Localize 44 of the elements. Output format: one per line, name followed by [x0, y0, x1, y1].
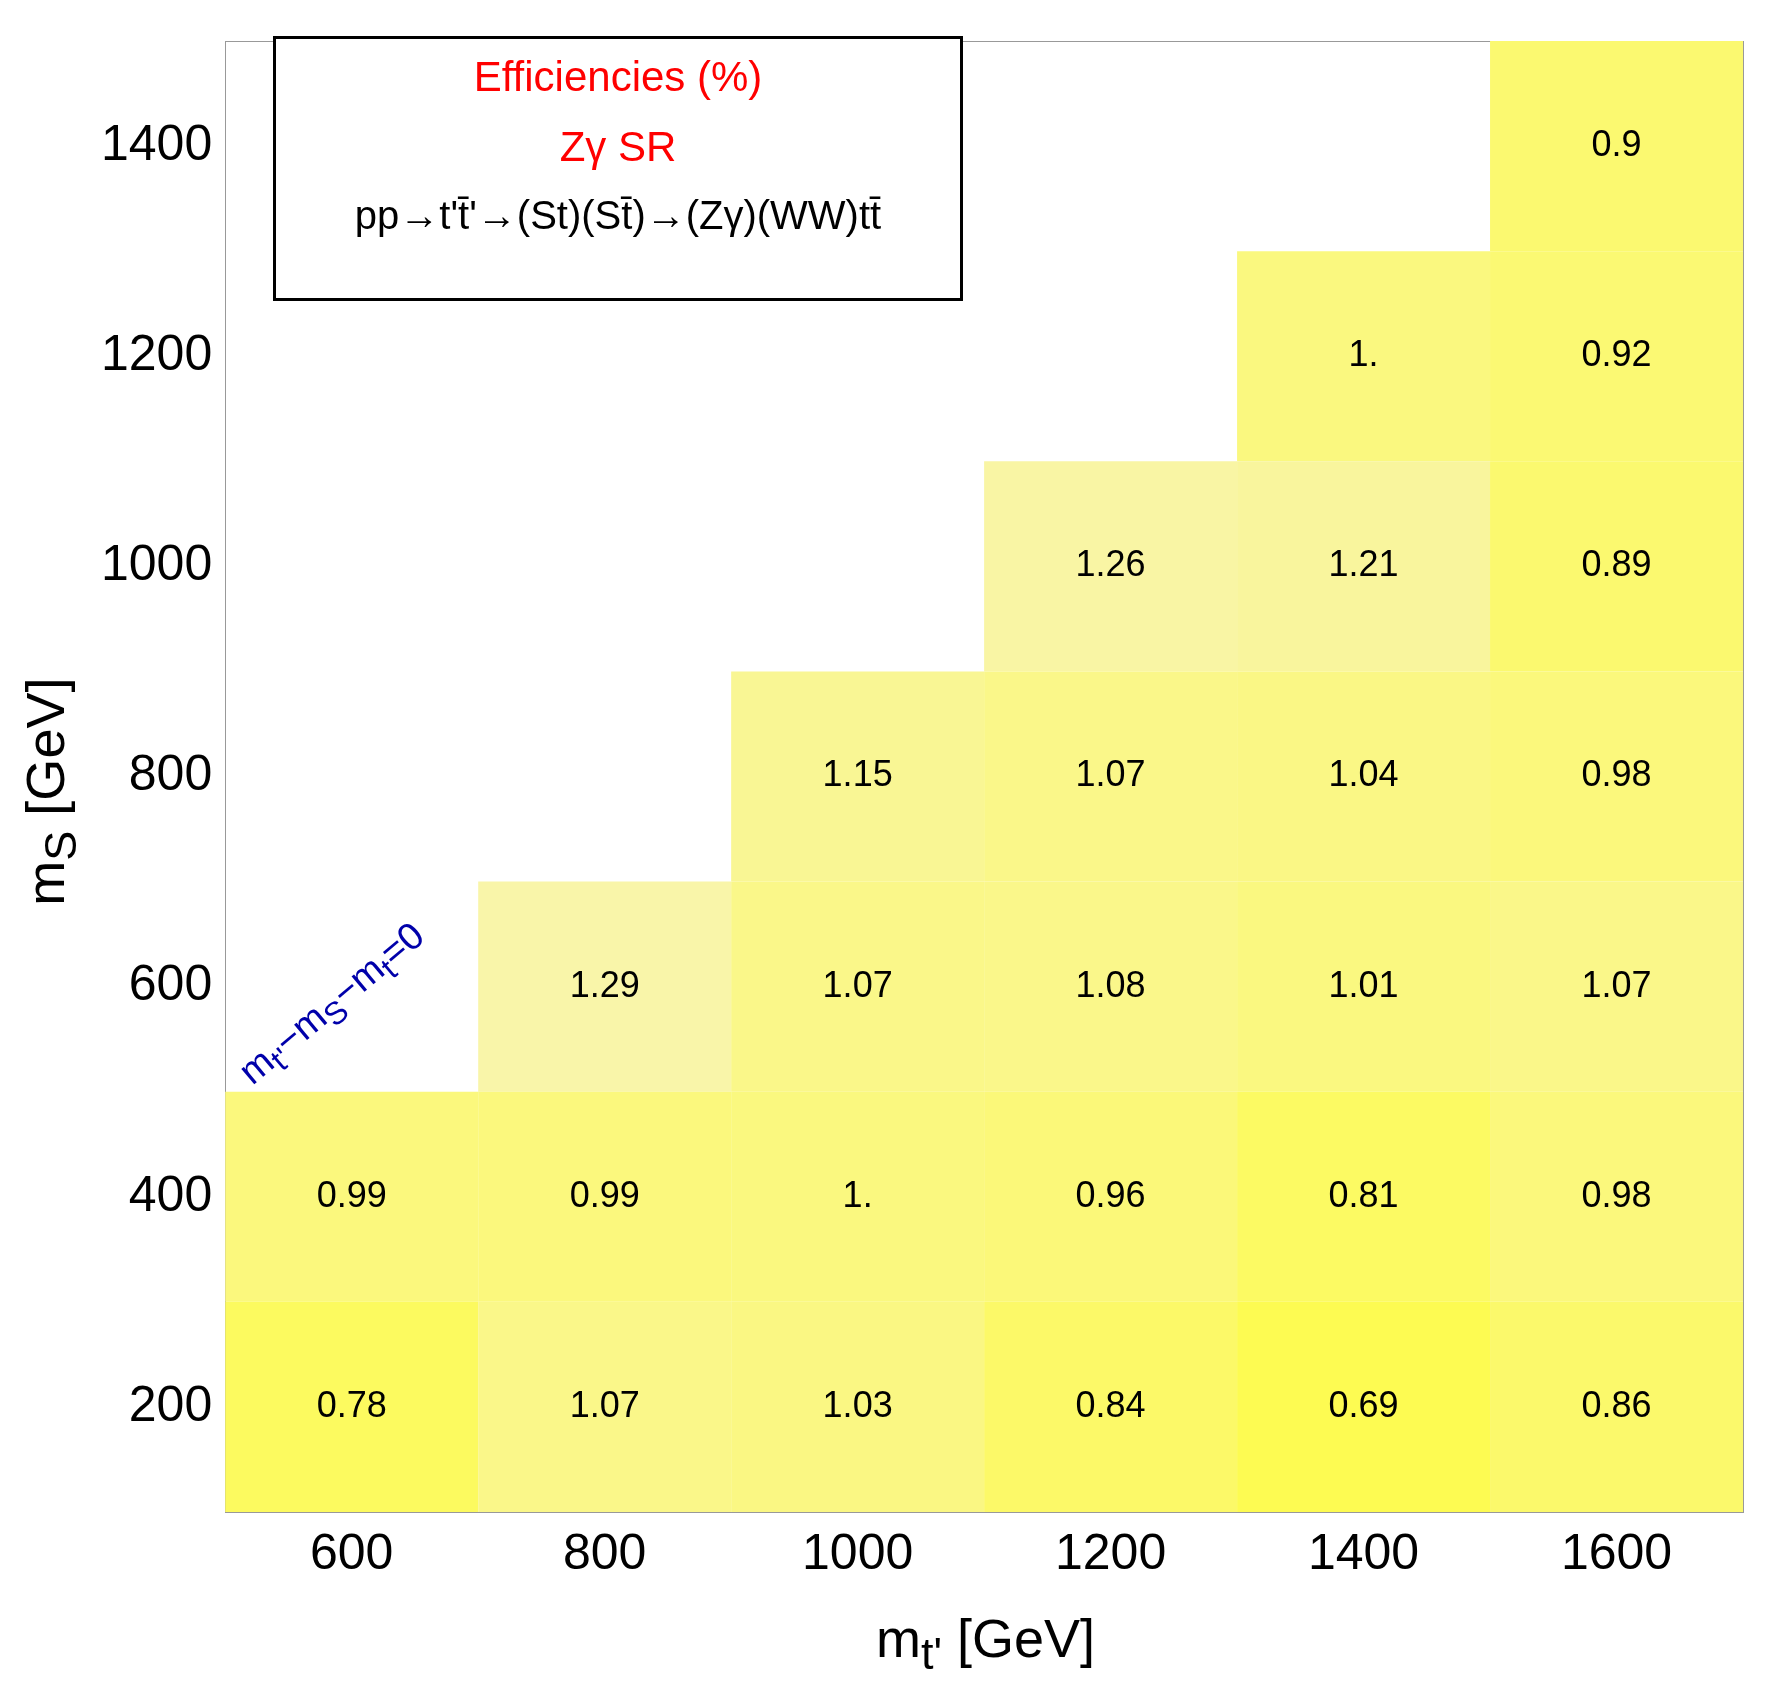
- data-label: 1.29: [569, 963, 640, 1005]
- data-label: 1.07: [569, 1383, 640, 1425]
- chart-title: Efficiencies (%): [472, 53, 764, 101]
- data-label: 0.86: [1581, 1383, 1652, 1425]
- x-tick-label: 1600: [1560, 1523, 1673, 1580]
- data-label: 1.15: [822, 753, 893, 795]
- x-tick-label: 1000: [802, 1523, 914, 1580]
- data-label: 0.98: [1581, 753, 1652, 795]
- y-tick-label: 1200: [101, 325, 213, 381]
- data-label: 1.: [1348, 333, 1379, 375]
- y-tick-label: 1000: [101, 535, 213, 592]
- x-tick-label: 800: [562, 1523, 647, 1580]
- data-label: 0.99: [569, 1173, 640, 1215]
- data-label: 0.78: [316, 1383, 387, 1425]
- data-label: 1.07: [822, 963, 893, 1005]
- data-label: 1.01: [1328, 963, 1399, 1005]
- data-label: 0.84: [1075, 1383, 1146, 1425]
- data-label: 0.96: [1075, 1173, 1146, 1215]
- data-label: 0.89: [1581, 543, 1652, 585]
- x-tick-label: 1400: [1307, 1523, 1420, 1580]
- data-label: 0.99: [316, 1173, 387, 1215]
- data-label: 0.92: [1581, 333, 1652, 375]
- y-tick-label: 200: [128, 1375, 213, 1432]
- data-label: 1.03: [822, 1383, 893, 1425]
- data-label: 1.: [842, 1173, 873, 1215]
- y-tick-label: 1400: [101, 114, 213, 171]
- data-label: 1.07: [1581, 963, 1652, 1005]
- data-label: 0.9: [1591, 122, 1642, 164]
- y-tick-label: 600: [128, 955, 213, 1012]
- data-label: 0.81: [1328, 1173, 1399, 1215]
- y-tick-label: 800: [128, 745, 213, 802]
- text-box: Efficiencies (%) Zγ SR pp→t't̄'→(St)(St̄)→(Zγ)(WW)tt̄: [273, 36, 963, 301]
- data-label: 0.98: [1581, 1173, 1652, 1215]
- y-tick-label: 400: [128, 1165, 213, 1222]
- data-label: 1.21: [1328, 543, 1399, 585]
- data-label: 1.26: [1075, 543, 1146, 585]
- x-tick-label: 600: [309, 1523, 394, 1580]
- data-label: 0.69: [1328, 1383, 1399, 1425]
- x-tick-label: 1200: [1054, 1523, 1167, 1580]
- data-label: 1.07: [1075, 753, 1146, 795]
- data-label: 1.04: [1328, 753, 1399, 795]
- x-axis-title: m$_{t'}$ [GeV]: [874, 1607, 1097, 1680]
- data-label: 1.08: [1075, 963, 1146, 1005]
- annotation: pp→t't̄'→(St)(St̄)→(Zγ)(WW)tt̄: [353, 193, 883, 238]
